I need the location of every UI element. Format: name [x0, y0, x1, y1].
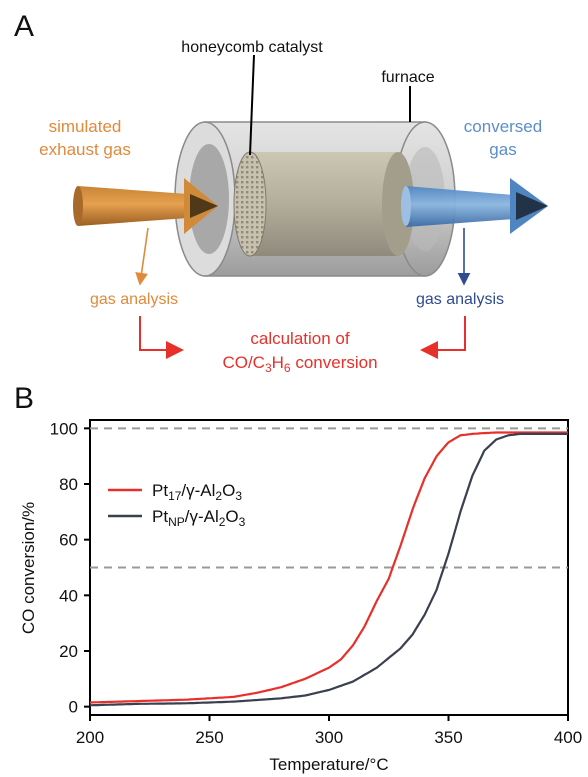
- x-axis-label: Temperature/°C: [269, 755, 388, 774]
- x-tick-label: 350: [434, 728, 462, 747]
- outlet-gas-arrow: [401, 178, 548, 234]
- chart-legend: Pt17/γ-Al2O3 PtNP/γ-Al2O3: [108, 481, 246, 529]
- calc-right-arrow: [420, 316, 466, 359]
- y-tick-label: 0: [69, 698, 78, 717]
- co-conversion-chart: 200 250 300 350 400 0 20 40 60 80 100 Temperature…: [19, 419, 582, 774]
- x-tick-label: 250: [195, 728, 223, 747]
- inlet-label-line1: simulated: [49, 117, 122, 136]
- outlet-label-line2: gas: [489, 140, 516, 159]
- x-tick-label: 400: [554, 728, 582, 747]
- furnace-label: furnace: [381, 69, 434, 86]
- analysis-left-label: gas analysis: [90, 291, 178, 308]
- panel-b-letter: B: [14, 382, 34, 415]
- y-tick-label: 80: [59, 475, 78, 494]
- legend-label-0: Pt17/γ-Al2O3: [152, 481, 242, 503]
- series-line-0: [89, 431, 568, 704]
- panel-a-letter: A: [14, 10, 34, 43]
- y-tick-label: 40: [59, 586, 78, 605]
- x-tick-label: 200: [76, 728, 104, 747]
- y-tick-label: 20: [59, 642, 78, 661]
- calc-label-line2: CO/C3H6 conversion: [222, 353, 377, 375]
- calc-left-arrow: [139, 316, 184, 359]
- catalyst-label: honeycomb catalyst: [181, 39, 323, 56]
- inlet-label-line2: exhaust gas: [39, 140, 131, 159]
- x-tick-label: 300: [315, 728, 343, 747]
- legend-label-1: PtNP/γ-Al2O3: [152, 507, 246, 529]
- series-line-1: [89, 432, 568, 707]
- catalyst-leader-line: [249, 54, 255, 156]
- catalyst-cylinder: [233, 151, 414, 257]
- inlet-gas-arrow: [73, 178, 218, 234]
- y-tick-label: 60: [59, 531, 78, 550]
- outlet-label-line1: conversed: [464, 117, 542, 136]
- calc-label-line1: calculation of: [250, 329, 350, 348]
- y-axis-label: CO conversion/%: [19, 502, 38, 634]
- inlet-analysis-arrow: [135, 227, 149, 286]
- y-tick-label: 100: [50, 419, 78, 438]
- analysis-right-label: gas analysis: [416, 291, 504, 308]
